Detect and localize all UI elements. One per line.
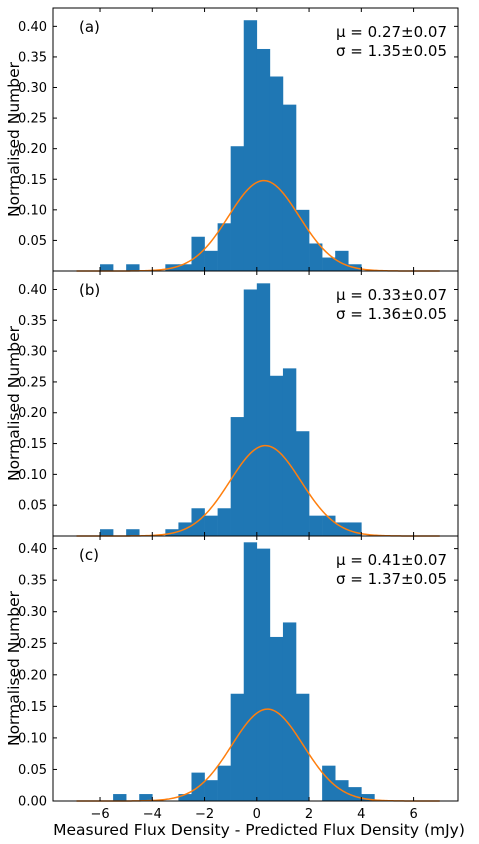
y-tick-label: 0.10: [18, 203, 47, 218]
histogram-panel: 0.00 0.05 0.10 0.15 0.20 0.25 0.30 0.35 0.40 −6 −4…: [5, 535, 459, 822]
y-axis-label: Normalised Number: [5, 325, 23, 481]
sigma-annotation: σ = 1.35±0.05: [336, 42, 447, 60]
histogram-panel: 0.05 0.10 0.15 0.20 0.25 0.30 0.35 0.40 Normalis…: [5, 7, 459, 272]
histogram-bar: [191, 236, 205, 271]
histogram-bar: [126, 264, 140, 271]
x-tick-label: −4: [143, 807, 162, 822]
histogram-bar: [322, 515, 336, 536]
x-tick-label: −2: [195, 807, 214, 822]
sigma-annotation: σ = 1.36±0.05: [336, 305, 447, 323]
y-tick-label: 0.20: [18, 668, 47, 683]
x-tick-label: 4: [357, 807, 365, 822]
y-tick-label: 0.00: [18, 795, 47, 810]
y-tick-label: 0.20: [18, 406, 47, 421]
y-tick-label: 0.25: [18, 112, 47, 127]
y-tick-label: 0.35: [18, 314, 47, 329]
y-tick-label: 0.25: [18, 637, 47, 652]
histogram-bar: [204, 780, 218, 801]
y-tick-label: 0.40: [18, 283, 47, 298]
histogram-bar: [309, 243, 323, 271]
y-axis-label: Normalised Number: [5, 590, 23, 746]
histogram-bar: [204, 250, 218, 271]
y-tick-label: 0.15: [18, 173, 47, 188]
histogram-panel: 0.05 0.10 0.15 0.20 0.25 0.30 0.35 0.40 Normalis…: [5, 270, 459, 537]
histogram-bar: [269, 76, 284, 271]
histogram-bar: [178, 794, 192, 801]
histogram-bar: [100, 264, 114, 271]
histogram-bar: [230, 146, 245, 271]
histogram-bar: [282, 104, 297, 271]
histogram-bar: [243, 289, 258, 536]
histogram-bar: [322, 765, 336, 801]
x-tick-label: 6: [409, 807, 417, 822]
mean-annotation: μ = 0.27±0.07: [336, 23, 447, 41]
y-tick-label: 0.15: [18, 700, 47, 715]
y-tick-label: 0.10: [18, 468, 47, 483]
histogram-bar: [256, 48, 271, 272]
y-tick-label: 0.40: [18, 542, 47, 557]
y-tick-label: 0.35: [18, 50, 47, 65]
histogram-bar: [282, 622, 297, 801]
histogram-bar: [243, 20, 258, 272]
y-axis-label: Normalised Number: [5, 61, 23, 217]
sigma-annotation: σ = 1.37±0.05: [336, 570, 447, 588]
histogram-bar: [191, 508, 205, 536]
histogram-bar: [296, 209, 310, 271]
histogram-bar: [126, 529, 140, 536]
x-axis-label: Measured Flux Density - Predicted Flux D…: [53, 821, 465, 839]
x-tick-label: −6: [90, 807, 109, 822]
y-tick-label: 0.15: [18, 437, 47, 452]
y-tick-label: 0.05: [18, 763, 47, 778]
histogram-bar: [100, 529, 114, 536]
histogram-bar: [335, 250, 349, 271]
y-tick-label: 0.30: [18, 345, 47, 360]
histogram-bar: [139, 794, 153, 801]
histogram-bar: [217, 223, 231, 271]
histogram-bar: [243, 542, 258, 801]
y-tick-label: 0.25: [18, 375, 47, 390]
panel-label: (a): [79, 18, 100, 36]
mean-annotation: μ = 0.33±0.07: [336, 286, 447, 304]
histogram-bar: [282, 368, 297, 536]
panel-label: (c): [79, 546, 99, 564]
histogram-bar: [217, 765, 231, 801]
histogram-bar: [230, 693, 245, 801]
axes-frame: [52, 535, 459, 802]
panel-label: (b): [79, 281, 100, 299]
x-tick-label: 0: [253, 807, 261, 822]
mean-annotation: μ = 0.41±0.07: [336, 551, 447, 569]
histogram-bar: [361, 794, 375, 801]
histogram-bar: [256, 548, 271, 801]
y-tick-label: 0.30: [18, 605, 47, 620]
histogram-bar: [322, 257, 336, 271]
y-tick-label: 0.35: [18, 574, 47, 589]
histogram-bar: [256, 283, 271, 536]
y-tick-label: 0.40: [18, 20, 47, 35]
histogram-bar: [309, 515, 323, 536]
y-tick-label: 0.20: [18, 142, 47, 157]
histogram-bar: [269, 636, 284, 801]
histogram-bar: [230, 417, 245, 536]
y-tick-label: 0.05: [18, 499, 47, 514]
histogram-bar: [217, 508, 231, 536]
x-tick-label: 2: [305, 807, 313, 822]
histogram-bar: [204, 515, 218, 536]
histogram-bar: [178, 264, 192, 271]
y-tick-label: 0.30: [18, 81, 47, 96]
histogram-bar: [296, 693, 310, 801]
y-tick-label: 0.10: [18, 731, 47, 746]
histogram-bar: [269, 375, 284, 536]
histogram-bar: [113, 794, 127, 801]
y-tick-label: 0.05: [18, 234, 47, 249]
